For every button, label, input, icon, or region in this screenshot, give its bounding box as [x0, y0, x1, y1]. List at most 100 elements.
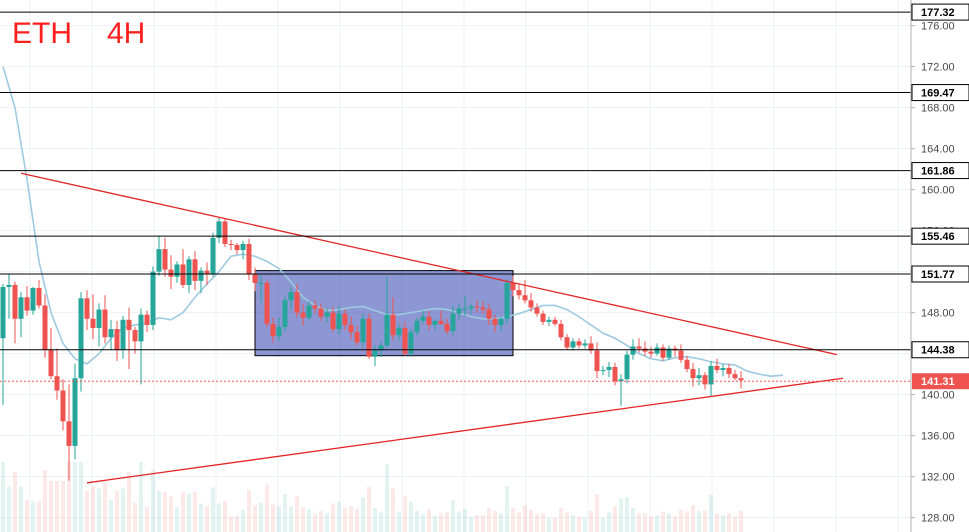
candle [252, 267, 258, 292]
volume-bar [37, 500, 41, 532]
candle-body [174, 264, 180, 277]
volume-bar [649, 516, 653, 532]
candle-body [660, 347, 666, 358]
candle-body [444, 323, 450, 332]
candle [696, 367, 702, 386]
candle [522, 279, 528, 304]
candle-body [324, 312, 330, 317]
candle [186, 256, 192, 294]
candle-body [480, 307, 486, 310]
candle [78, 292, 84, 392]
candle-body [492, 318, 498, 325]
candle [546, 316, 552, 326]
y-tick-label: 140.00 [921, 390, 955, 402]
candle-body [528, 300, 534, 308]
volume-bar [73, 462, 77, 532]
candle-body [222, 221, 228, 244]
volume-bar [187, 493, 191, 532]
volume-bar [631, 508, 635, 532]
candle-body [198, 270, 204, 281]
candle [192, 251, 198, 291]
candle-body [42, 305, 48, 350]
volume-bar [55, 481, 59, 532]
candle [132, 326, 138, 354]
volume-bar [367, 486, 371, 532]
candle-body [228, 243, 234, 245]
y-tick-label: 136.00 [921, 431, 955, 443]
candle-body [474, 306, 480, 308]
horizontal-levels[interactable] [0, 11, 911, 382]
volume-bar [463, 508, 467, 532]
candle-body [552, 319, 558, 324]
candle-body [648, 351, 654, 354]
candle [606, 361, 612, 378]
volume-bar [691, 505, 695, 532]
candle [54, 348, 60, 400]
volume-bar [415, 510, 419, 532]
volume-bar [337, 501, 341, 532]
volume-bar [385, 463, 389, 532]
candle-body [378, 345, 384, 351]
candle [12, 281, 18, 344]
volume-bar [199, 503, 203, 532]
volume-bar [181, 491, 185, 532]
candle-body [372, 350, 378, 357]
candle-body [114, 329, 120, 350]
candle-body [78, 298, 84, 379]
candle-body [342, 313, 348, 325]
candle [564, 334, 570, 350]
volume-bar [595, 494, 599, 532]
candle-body [390, 314, 396, 336]
candle [156, 235, 162, 276]
last-price-label: 141.31 [921, 376, 955, 388]
volume-bar [697, 510, 701, 532]
level-label-box [911, 84, 969, 102]
candle-body [144, 314, 150, 325]
candle [510, 275, 516, 297]
candle [120, 315, 126, 359]
candle-body [258, 282, 264, 284]
candle-body [138, 314, 144, 342]
volume-bar [565, 512, 569, 532]
candle-body [576, 341, 582, 346]
volume-bar [19, 486, 23, 532]
candle [108, 319, 114, 350]
candle-body [6, 284, 12, 288]
candle [60, 379, 66, 431]
candle [582, 339, 588, 349]
candle-body [330, 312, 336, 330]
volume-bar [589, 510, 593, 532]
candle [312, 300, 318, 314]
volume-bar [25, 499, 29, 532]
candle-body [510, 282, 516, 291]
candle [210, 232, 216, 277]
trendlines[interactable] [20, 172, 844, 484]
candle-body [240, 243, 246, 251]
candle [24, 285, 30, 316]
candle-body [684, 359, 690, 370]
volume-bar [61, 481, 65, 532]
candle-body [66, 421, 72, 446]
volume-bar [541, 513, 545, 532]
candle-body [702, 375, 708, 385]
volume-bar [133, 502, 137, 532]
candle-body [18, 297, 24, 319]
candle [462, 296, 468, 316]
candle [378, 341, 384, 357]
trendline-lower[interactable] [86, 377, 844, 484]
volume-bar [661, 511, 665, 532]
chart-title: ETH 4H [12, 17, 145, 50]
volume-bar [373, 508, 377, 532]
price-axis[interactable]: 128.00132.00136.00140.00144.00148.00152.… [910, 0, 969, 532]
volume-bar [253, 505, 257, 532]
volume-bar [667, 513, 671, 532]
trendline-upper[interactable] [20, 172, 838, 356]
candlestick-series [0, 217, 744, 481]
candle [144, 310, 150, 333]
candle-body [588, 343, 594, 351]
candle [342, 309, 348, 331]
candle-body [408, 332, 414, 354]
candle-body [540, 313, 546, 322]
candle [456, 303, 462, 320]
